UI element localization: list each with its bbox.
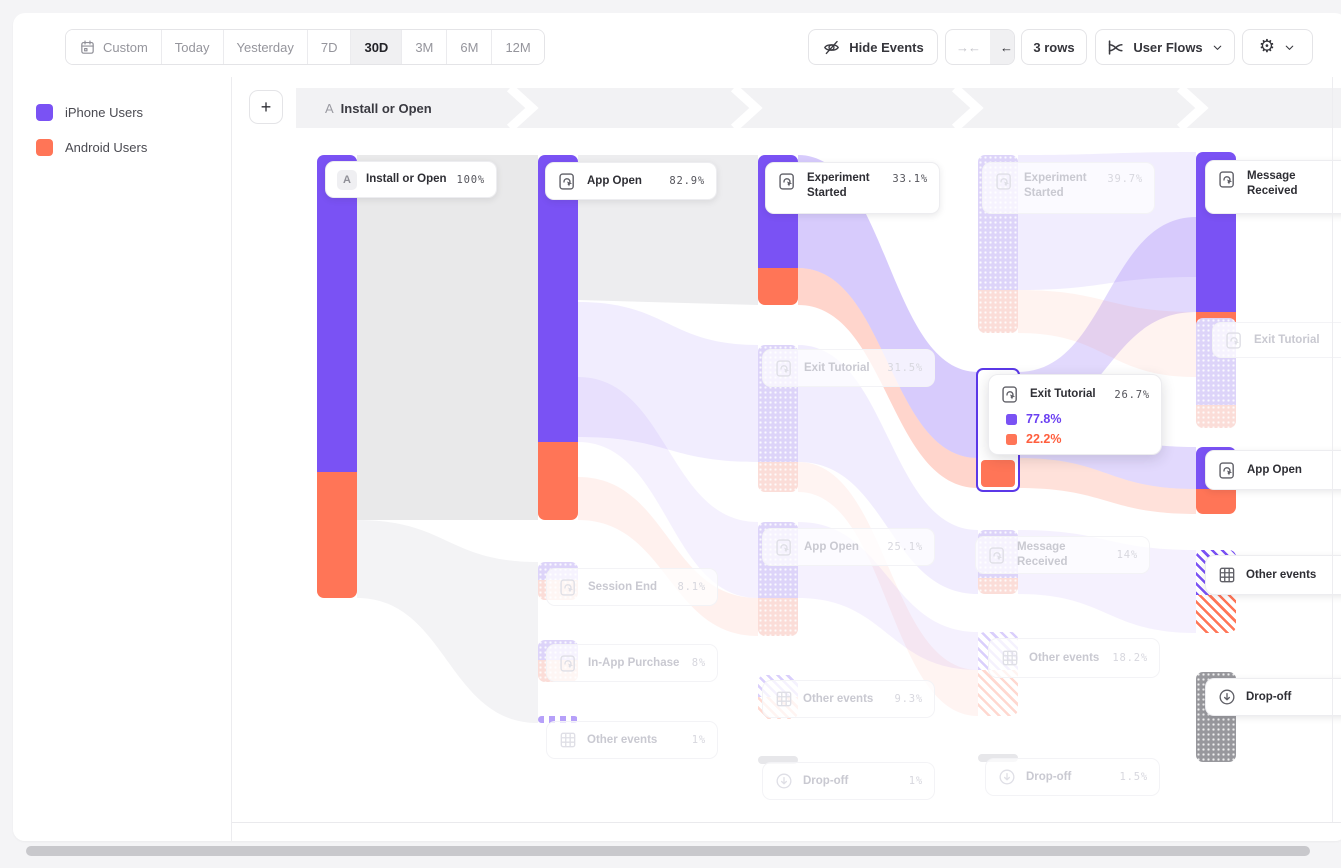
android-users-swatch xyxy=(36,139,53,156)
bar-message-received-col4-android[interactable] xyxy=(978,578,1018,594)
node-card-experiment-started-col3[interactable]: Experiment Started 33.1% xyxy=(765,162,940,214)
node-card-drop-off-col5[interactable]: Drop-off xyxy=(1205,678,1341,716)
node-card-exit-tutorial-col5[interactable]: Exit Tutorial xyxy=(1212,322,1341,358)
bar-exit-tutorial-col3-android[interactable] xyxy=(758,462,798,492)
bar-other-events-col5-android[interactable] xyxy=(1196,595,1236,633)
event-icon xyxy=(987,545,1008,566)
bar-install-or-open-android[interactable] xyxy=(317,472,357,598)
event-icon xyxy=(557,171,578,192)
event-icon xyxy=(1217,169,1238,190)
iphone-users-swatch xyxy=(1006,413,1017,425)
bar-app-open-iphone[interactable] xyxy=(538,155,578,442)
drop-off-icon xyxy=(1217,687,1237,707)
bar-app-open-col3-android[interactable] xyxy=(758,598,798,636)
horizontal-scrollbar xyxy=(14,845,1334,857)
event-icon xyxy=(1217,460,1238,481)
event-icon xyxy=(558,653,579,674)
date-range-6m[interactable]: 6M xyxy=(447,30,493,64)
date-range-today[interactable]: Today xyxy=(161,30,224,64)
node-card-other-events-col2[interactable]: Other events 1% xyxy=(546,721,718,759)
chart-bottom-border xyxy=(232,822,1341,823)
eye-off-icon xyxy=(824,40,840,54)
collapse-expand-toggle: →← ←→ xyxy=(945,29,1015,65)
date-range-12m[interactable]: 12M xyxy=(492,30,544,64)
node-card-install-or-open[interactable]: A Install or Open 100% xyxy=(325,161,497,198)
node-card-message-received-col5[interactable]: Message Received xyxy=(1205,160,1341,214)
step-band-chevrons xyxy=(506,88,1209,128)
node-card-experiment-started-col4[interactable]: Experiment Started 39.7% xyxy=(982,162,1155,214)
segments-legend: iPhone Users Android Users xyxy=(13,77,232,841)
date-range-custom[interactable]: Custom xyxy=(66,30,162,64)
rows-count-button[interactable]: 3 rows xyxy=(1021,29,1087,65)
bar-experiment-started-col4-android[interactable] xyxy=(978,290,1018,333)
date-range-3m[interactable]: 3M xyxy=(402,30,448,64)
date-range-30d[interactable]: 30D xyxy=(351,30,403,64)
event-icon xyxy=(774,358,795,379)
node-card-drop-off-col3[interactable]: Drop-off 1% xyxy=(762,762,935,800)
node-card-app-open-col3[interactable]: App Open 25.1% xyxy=(762,528,935,566)
event-icon xyxy=(1224,330,1245,351)
node-card-app-open[interactable]: App Open 82.9% xyxy=(545,162,717,200)
user-flows-icon xyxy=(1109,39,1123,55)
legend-item-iphone-users[interactable]: iPhone Users xyxy=(36,104,143,121)
gear-icon: ⚙ xyxy=(1258,36,1276,57)
exit-tutorial-tooltip: Exit Tutorial 26.7% 77.8% 22.2% xyxy=(988,374,1162,455)
report-canvas: Custom Today Yesterday 7D 30D 3M 6M 12M … xyxy=(13,13,1341,841)
event-icon xyxy=(558,577,579,598)
add-step-button[interactable]: + xyxy=(249,90,283,124)
bar-exit-tutorial-col5-android[interactable] xyxy=(1196,405,1236,428)
chevron-down-icon xyxy=(1213,45,1221,50)
bar-app-open-android[interactable] xyxy=(538,442,578,520)
date-range-yesterday[interactable]: Yesterday xyxy=(223,30,308,64)
step-a-header: A Install or Open xyxy=(325,100,432,116)
bar-app-open-col5-android[interactable] xyxy=(1196,489,1236,514)
node-card-other-events-col5[interactable]: Other events xyxy=(1205,555,1341,595)
node-card-app-open-col5[interactable]: App Open xyxy=(1205,450,1341,490)
node-card-message-received-col4[interactable]: Message Received 14% xyxy=(975,536,1150,574)
grid-icon xyxy=(1000,648,1020,668)
event-icon xyxy=(1000,384,1021,405)
calendar-icon xyxy=(81,40,94,54)
view-selector-dropdown[interactable]: User Flows xyxy=(1095,29,1235,65)
letter-a-icon: A xyxy=(337,169,357,190)
settings-dropdown[interactable]: ⚙ xyxy=(1242,29,1313,65)
bar-experiment-started-android[interactable] xyxy=(758,268,798,305)
bar-install-or-open-iphone[interactable] xyxy=(317,155,357,472)
user-flows-chart: + A Install or Open xyxy=(232,77,1341,841)
grid-icon xyxy=(1217,565,1237,585)
hide-events-button[interactable]: Hide Events xyxy=(808,29,938,65)
drop-off-icon xyxy=(774,771,794,791)
step-header-band[interactable]: A Install or Open xyxy=(296,88,1341,128)
node-card-other-events-col4[interactable]: Other events 18.2% xyxy=(988,638,1160,678)
tooltip-android-share: 22.2% xyxy=(1006,432,1150,446)
chart-right-border xyxy=(1332,77,1333,822)
collapse-columns-button[interactable]: →← xyxy=(956,39,981,55)
event-icon xyxy=(774,537,795,558)
drop-off-icon xyxy=(997,767,1017,787)
horizontal-scrollbar-thumb[interactable] xyxy=(26,846,1310,856)
android-users-swatch xyxy=(1006,433,1017,445)
grid-icon xyxy=(558,730,578,750)
legend-item-android-users[interactable]: Android Users xyxy=(36,139,147,156)
iphone-users-swatch xyxy=(36,104,53,121)
bar-other-events-col2[interactable] xyxy=(538,716,578,723)
event-icon xyxy=(994,171,1015,192)
node-card-in-app-purchase[interactable]: In-App Purchase 8% xyxy=(546,644,718,682)
bar-exit-tutorial-col4-android xyxy=(981,460,1015,487)
date-range-selector: Custom Today Yesterday 7D 30D 3M 6M 12M xyxy=(65,29,545,65)
node-card-session-end[interactable]: Session End 8.1% xyxy=(546,568,718,606)
node-card-other-events-col3[interactable]: Other events 9.3% xyxy=(762,680,935,718)
node-card-drop-off-col4[interactable]: Drop-off 1.5% xyxy=(985,758,1160,796)
expand-columns-button[interactable]: ←→ xyxy=(990,30,1014,64)
bar-drop-off-col3[interactable] xyxy=(758,756,798,764)
event-icon xyxy=(777,171,798,192)
node-card-exit-tutorial-col3[interactable]: Exit Tutorial 31.5% xyxy=(762,349,935,387)
chevron-down-icon xyxy=(1285,45,1294,50)
tooltip-iphone-share: 77.8% xyxy=(1006,412,1150,426)
date-range-7d[interactable]: 7D xyxy=(307,30,352,64)
grid-icon xyxy=(774,689,794,709)
